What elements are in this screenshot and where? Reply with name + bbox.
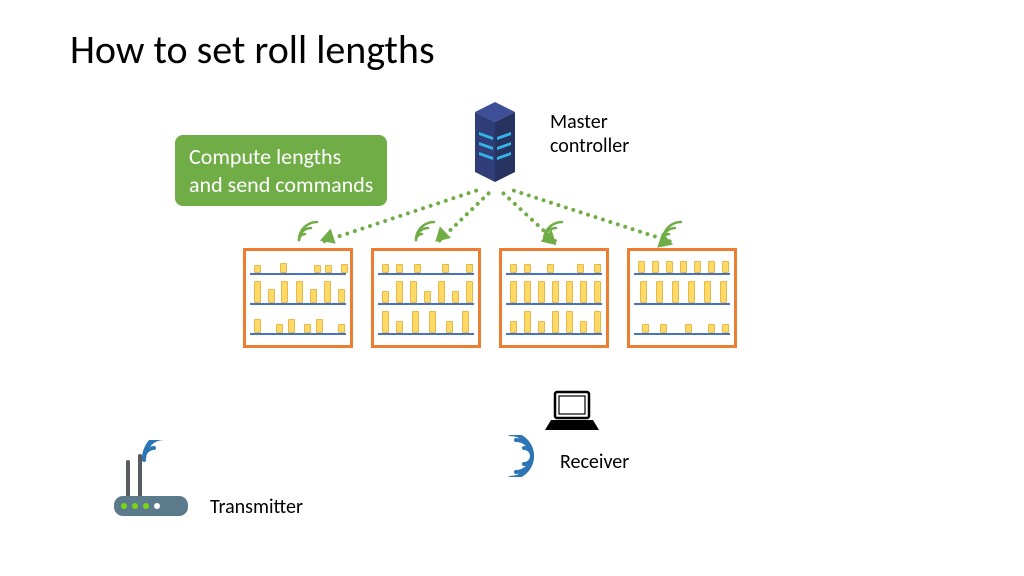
roll: [685, 324, 692, 333]
command-arrow: [511, 188, 672, 244]
router-icon: [110, 440, 200, 525]
shelf-wifi-icon: [538, 216, 568, 246]
roll: [296, 281, 303, 303]
roll: [580, 321, 587, 333]
shelves-row: [243, 248, 737, 348]
roll: [688, 281, 695, 303]
roll: [314, 265, 321, 273]
roll: [510, 264, 517, 273]
roll: [281, 281, 288, 303]
roll: [510, 281, 517, 303]
roll: [577, 264, 584, 273]
transmitter-label: Transmitter: [210, 495, 303, 519]
receiver-wifi-icon: [498, 435, 540, 482]
roll: [652, 261, 659, 273]
shelf-wifi-icon: [657, 216, 687, 246]
roll: [254, 281, 261, 303]
roll: [708, 261, 715, 273]
roll: [656, 281, 663, 303]
roll: [280, 263, 287, 273]
roll: [382, 311, 389, 333]
shelf-wifi-icon: [293, 216, 323, 246]
roll: [325, 265, 332, 273]
roll: [254, 265, 261, 273]
roll: [446, 321, 453, 333]
shelf-wifi-icon: [410, 216, 440, 246]
receiver-label: Receiver: [560, 450, 629, 474]
roll: [396, 321, 403, 333]
roll: [538, 281, 545, 303]
shelf-unit: [243, 248, 353, 348]
roll: [660, 324, 667, 333]
roll: [722, 261, 729, 273]
roll: [466, 281, 473, 303]
roll: [412, 311, 419, 333]
roll: [414, 264, 421, 273]
roll: [566, 281, 573, 303]
roll: [382, 291, 389, 303]
roll: [708, 324, 715, 333]
roll: [442, 264, 449, 273]
roll: [694, 261, 701, 273]
roll: [524, 281, 531, 303]
roll: [338, 324, 345, 333]
roll: [338, 289, 345, 303]
roll: [254, 319, 261, 333]
compute-callout: Compute lengthsand send commands: [175, 135, 387, 206]
roll: [640, 281, 647, 303]
roll: [429, 311, 436, 333]
roll: [510, 321, 517, 333]
roll: [552, 311, 559, 333]
roll: [424, 291, 431, 303]
roll: [452, 291, 459, 303]
roll: [552, 281, 559, 303]
roll: [666, 261, 673, 273]
shelf-unit: [371, 248, 481, 348]
roll: [268, 289, 275, 303]
roll: [304, 324, 311, 333]
roll: [410, 281, 417, 303]
roll: [276, 324, 283, 333]
roll: [720, 281, 727, 303]
roll: [680, 261, 687, 273]
roll: [438, 281, 445, 303]
roll: [642, 324, 649, 333]
page-title: How to set roll lengths: [70, 25, 435, 74]
roll: [547, 264, 554, 273]
server-label: Mastercontroller: [550, 110, 629, 158]
roll: [672, 281, 679, 303]
roll: [594, 264, 601, 273]
roll: [288, 319, 295, 333]
roll: [341, 264, 348, 273]
roll: [466, 264, 473, 273]
roll: [382, 264, 389, 273]
shelf-unit: [627, 248, 737, 348]
roll: [310, 289, 317, 303]
roll: [566, 311, 573, 333]
roll: [324, 281, 331, 303]
roll: [594, 311, 601, 333]
roll: [316, 319, 323, 333]
roll: [580, 281, 587, 303]
roll: [462, 311, 469, 333]
roll: [396, 281, 403, 303]
server-icon: [465, 100, 525, 185]
roll: [722, 324, 729, 333]
roll: [704, 281, 711, 303]
roll: [594, 281, 601, 303]
roll: [538, 321, 545, 333]
roll: [638, 261, 645, 273]
shelf-unit: [499, 248, 609, 348]
roll: [524, 264, 531, 273]
roll: [524, 311, 531, 333]
laptop-icon: [545, 390, 599, 439]
roll: [396, 264, 403, 273]
